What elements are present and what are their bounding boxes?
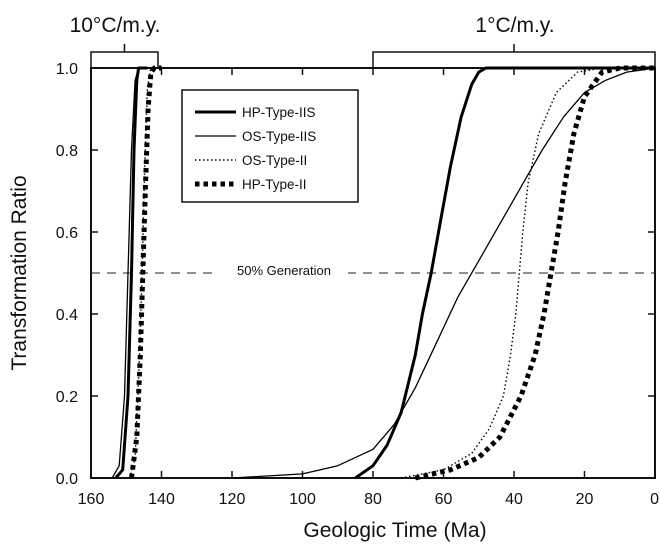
y-tick-label: 1.0 [56, 61, 78, 78]
series-line-os-type-iis-10c [111, 67, 148, 479]
x-tick-label: 60 [435, 491, 453, 508]
x-tick-label: 80 [364, 491, 382, 508]
legend-label-hp-type-iis: HP-Type-IIS [242, 105, 316, 120]
y-tick-labels: 0.0 0.2 0.4 0.6 0.8 1.0 [56, 61, 78, 488]
x-axis-title: Geologic Time (Ma) [303, 519, 486, 542]
y-tick-label: 0.4 [56, 307, 78, 324]
y-tick-label: 0.6 [56, 225, 78, 242]
fifty-percent-label-background [214, 261, 348, 279]
x-tick-label: 120 [219, 491, 246, 508]
legend-label-os-type-ii: OS-Type-II [242, 153, 307, 168]
x-tick-label: 0 [650, 491, 659, 508]
x-tick-label: 20 [576, 491, 594, 508]
series-line-hp-type-iis-1c [354, 66, 655, 480]
series-line-hp-type-ii-10c [129, 65, 162, 479]
legend: HP-Type-IIS OS-Type-IIS OS-Type-II HP-Ty… [181, 89, 359, 203]
x-tick-label: 100 [289, 491, 316, 508]
rate-label-1c: 1°C/m.y. [475, 14, 554, 37]
y-tick-label: 0.2 [56, 389, 78, 406]
heating-rate-labels: 10°C/m.y. 1°C/m.y. [70, 14, 555, 37]
legend-label-hp-type-ii: HP-Type-II [242, 177, 307, 192]
x-tick-label: 140 [148, 491, 175, 508]
x-tick-label: 40 [505, 491, 523, 508]
fifty-percent-label: 50% Generation [237, 263, 331, 278]
y-axis-title: Transformation Ratio [8, 175, 31, 370]
x-tick-label: 160 [78, 491, 105, 508]
x-tick-labels: 160 140 120 100 80 60 40 20 0 [78, 491, 659, 508]
y-tick-label: 0.0 [56, 471, 78, 488]
legend-label-os-type-iis: OS-Type-IIS [242, 129, 316, 144]
series-layer [111, 65, 656, 481]
legend-box [181, 89, 359, 203]
rate-label-10c: 10°C/m.y. [70, 14, 161, 37]
series-line-hp-type-ii-1c [414, 65, 655, 481]
y-tick-label: 0.8 [56, 143, 78, 160]
heating-rate-brackets [90, 44, 656, 68]
